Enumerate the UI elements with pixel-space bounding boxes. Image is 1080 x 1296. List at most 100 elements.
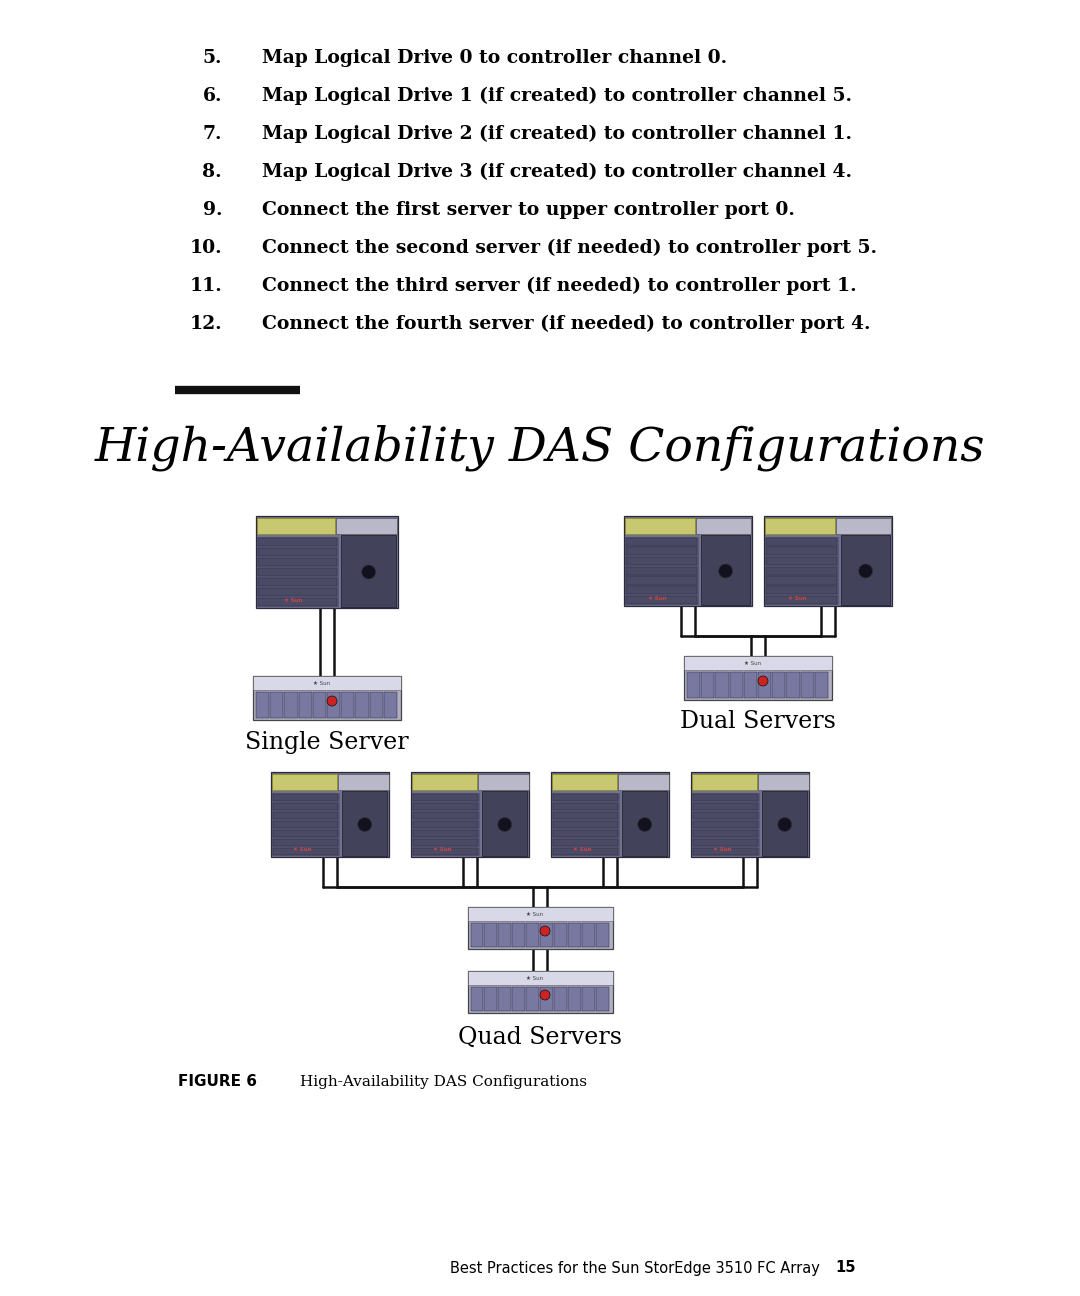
Text: 8.: 8.: [202, 163, 222, 181]
Bar: [553, 802, 619, 810]
Bar: [273, 848, 338, 855]
Bar: [568, 923, 581, 947]
Bar: [341, 535, 396, 607]
Bar: [471, 923, 484, 947]
Bar: [693, 811, 758, 819]
Bar: [618, 774, 669, 791]
Bar: [551, 772, 669, 857]
Circle shape: [498, 818, 512, 832]
Bar: [553, 839, 619, 846]
Bar: [273, 802, 338, 810]
Bar: [766, 577, 837, 584]
Text: Connect the first server to upper controller port 0.: Connect the first server to upper contro…: [262, 201, 795, 219]
Bar: [273, 811, 338, 819]
Text: 5.: 5.: [203, 49, 222, 67]
Bar: [512, 923, 525, 947]
Bar: [800, 673, 814, 699]
Bar: [271, 772, 389, 857]
Bar: [413, 848, 478, 855]
Bar: [758, 774, 809, 791]
Bar: [253, 677, 401, 689]
Circle shape: [718, 564, 732, 578]
Bar: [622, 791, 667, 855]
Text: ★ Sun: ★ Sun: [526, 911, 543, 916]
Text: FIGURE 6: FIGURE 6: [178, 1074, 257, 1090]
Bar: [554, 923, 567, 947]
Text: ★ Sun: ★ Sun: [572, 848, 591, 851]
Text: High-Availability DAS Configurations: High-Availability DAS Configurations: [300, 1074, 588, 1089]
Text: ★ Sun: ★ Sun: [433, 848, 451, 851]
Bar: [485, 923, 497, 947]
Bar: [468, 907, 612, 921]
Bar: [270, 692, 283, 718]
Circle shape: [778, 818, 792, 832]
Bar: [625, 518, 696, 534]
Text: ★ Sun: ★ Sun: [284, 597, 302, 603]
Bar: [693, 848, 758, 855]
Bar: [626, 557, 698, 565]
Bar: [762, 791, 807, 855]
Bar: [272, 793, 340, 855]
Bar: [336, 518, 397, 534]
Bar: [766, 566, 837, 575]
Bar: [413, 802, 478, 810]
Bar: [471, 988, 484, 1011]
Text: ★ Sun: ★ Sun: [526, 976, 543, 981]
Text: 10.: 10.: [189, 238, 222, 257]
Text: ★ Sun: ★ Sun: [744, 661, 761, 666]
Bar: [624, 516, 752, 607]
Circle shape: [859, 564, 873, 578]
Bar: [553, 820, 619, 828]
Bar: [411, 772, 529, 857]
Bar: [257, 537, 339, 607]
Bar: [413, 820, 478, 828]
Bar: [693, 839, 758, 846]
Bar: [273, 839, 338, 846]
Bar: [298, 692, 312, 718]
Bar: [253, 677, 401, 721]
Bar: [582, 988, 595, 1011]
Bar: [553, 811, 619, 819]
Bar: [272, 774, 337, 791]
Bar: [765, 537, 839, 605]
Text: 6.: 6.: [203, 87, 222, 105]
Bar: [552, 774, 617, 791]
Text: Dual Servers: Dual Servers: [680, 710, 836, 734]
Bar: [692, 793, 760, 855]
Bar: [595, 923, 608, 947]
Circle shape: [362, 565, 376, 579]
Text: 9.: 9.: [203, 201, 222, 219]
Text: Single Server: Single Server: [245, 731, 409, 753]
Bar: [553, 829, 619, 837]
Bar: [626, 547, 698, 556]
Text: 7.: 7.: [203, 124, 222, 143]
Circle shape: [540, 990, 550, 1001]
Text: 11.: 11.: [189, 277, 222, 295]
Bar: [258, 538, 337, 546]
Bar: [355, 692, 368, 718]
Bar: [553, 848, 619, 855]
Bar: [258, 597, 337, 607]
Text: ★ Sun: ★ Sun: [313, 680, 330, 686]
Bar: [692, 774, 757, 791]
Bar: [552, 793, 620, 855]
Text: High-Availability DAS Configurations: High-Availability DAS Configurations: [95, 425, 985, 472]
Bar: [582, 923, 595, 947]
Bar: [341, 692, 354, 718]
Bar: [701, 535, 750, 605]
Text: Map Logical Drive 1 (if created) to controller channel 5.: Map Logical Drive 1 (if created) to cont…: [262, 87, 852, 105]
Bar: [468, 907, 612, 949]
Bar: [730, 673, 743, 699]
Bar: [369, 692, 382, 718]
Bar: [758, 673, 771, 699]
Bar: [413, 811, 478, 819]
Bar: [258, 578, 337, 586]
Bar: [766, 547, 837, 556]
Bar: [258, 587, 337, 596]
Bar: [766, 596, 837, 604]
Text: ★ Sun: ★ Sun: [293, 848, 311, 851]
Text: ★ Sun: ★ Sun: [648, 596, 666, 601]
Bar: [258, 547, 337, 556]
Text: Quad Servers: Quad Servers: [458, 1025, 622, 1048]
Bar: [687, 673, 700, 699]
